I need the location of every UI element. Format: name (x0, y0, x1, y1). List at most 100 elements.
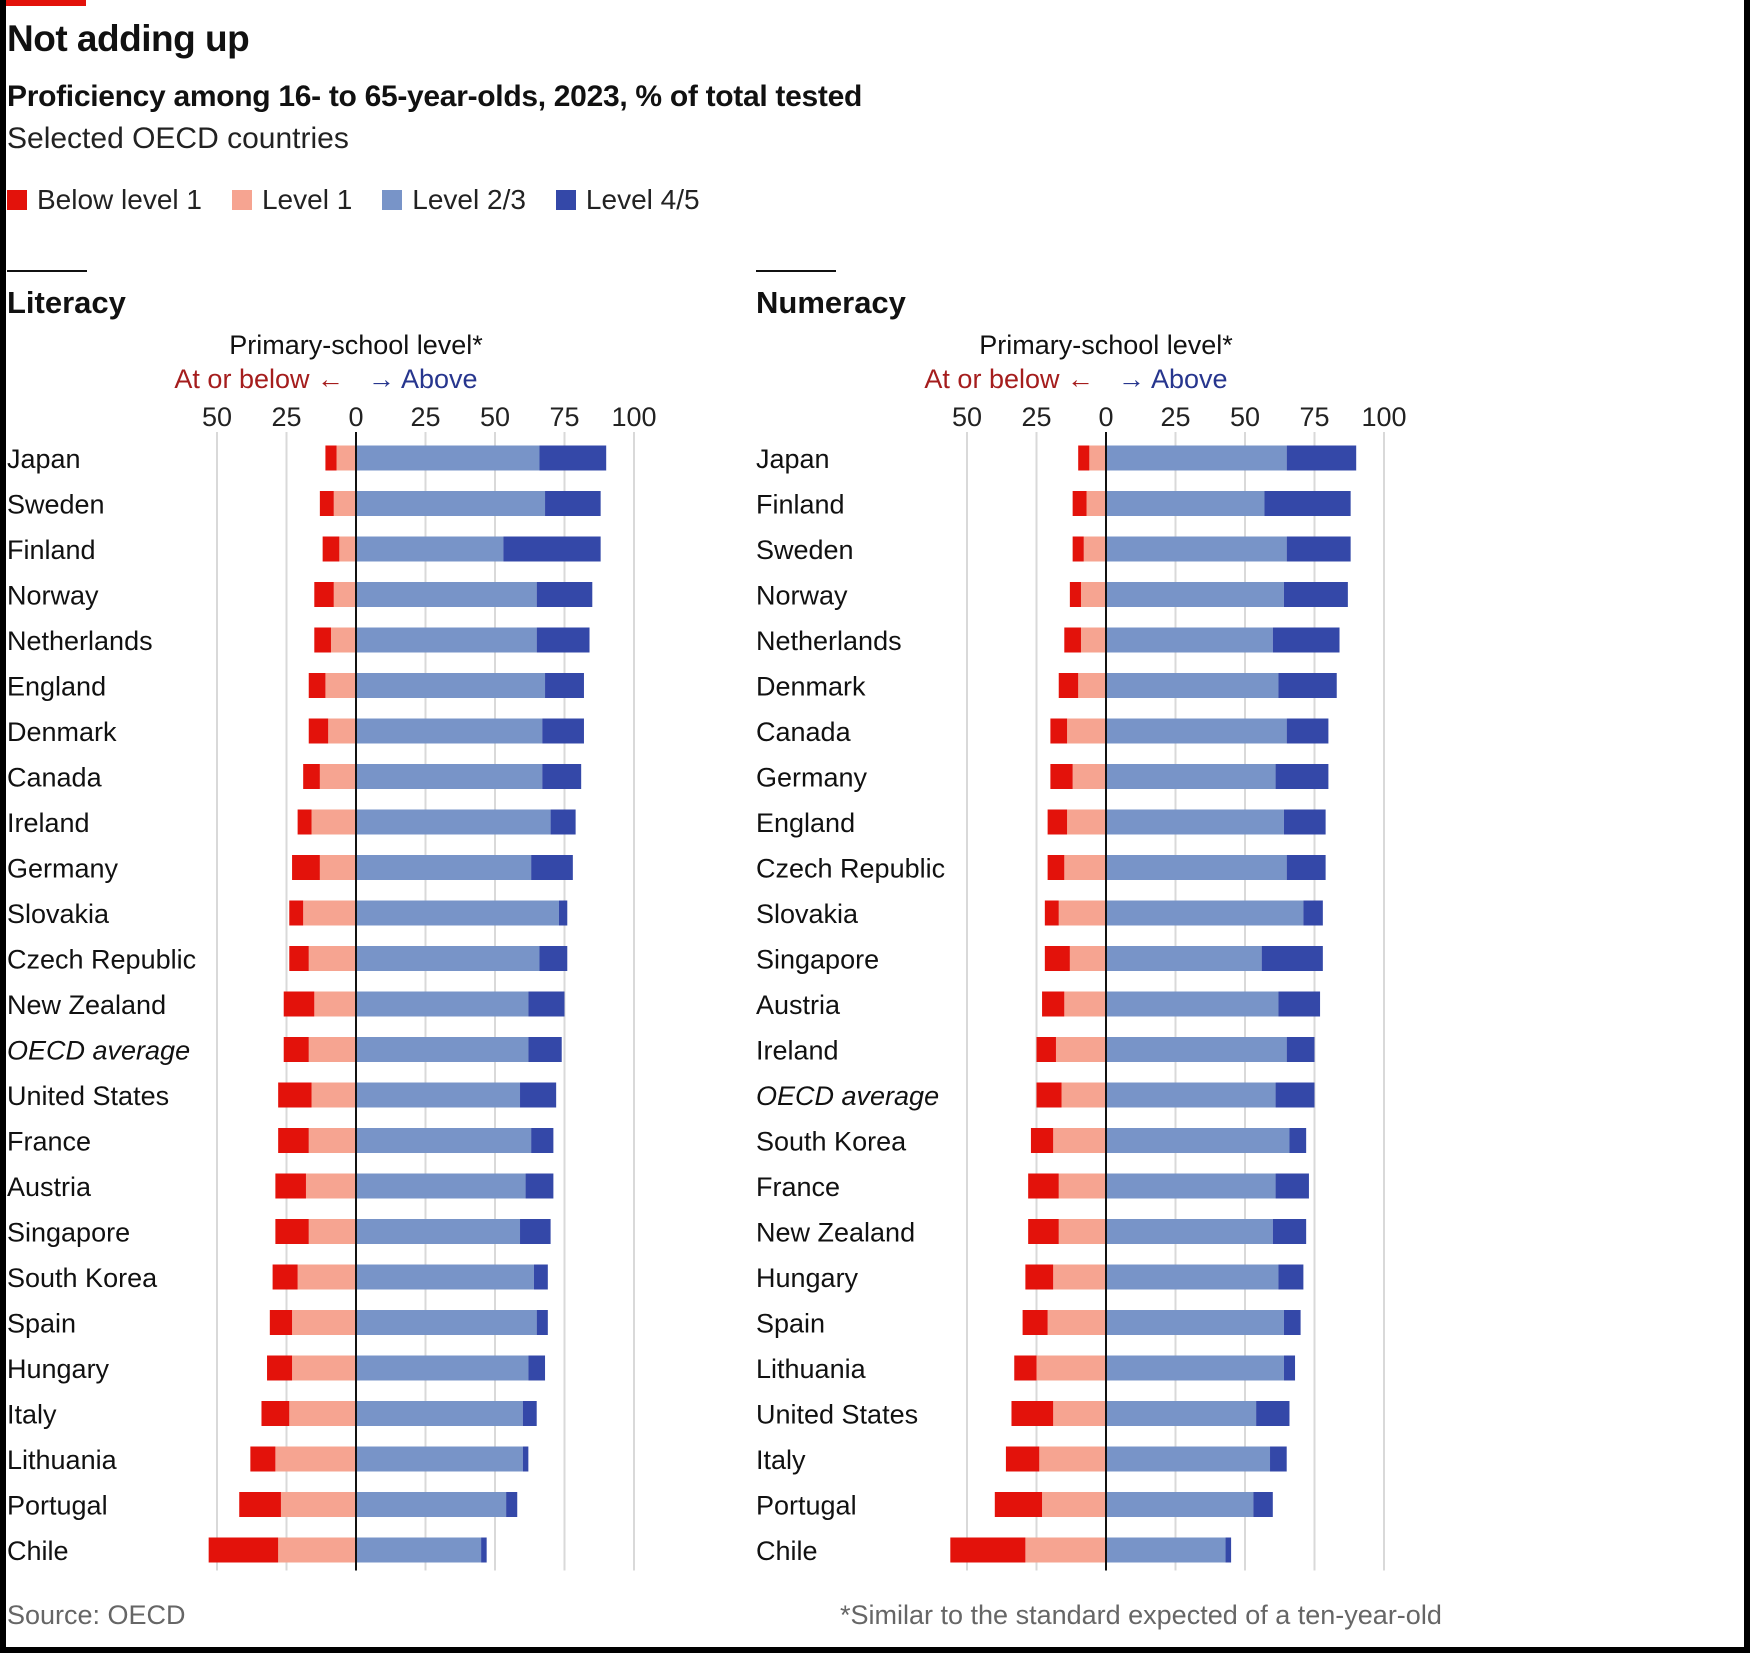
literacy-category-label: France (7, 1127, 91, 1157)
numeracy-bar-level-1 (1058, 1219, 1106, 1244)
numeracy-category-label: South Korea (756, 1127, 907, 1157)
numeracy-bar-level-1 (1055, 1037, 1106, 1062)
numeracy-bar-level-4-5 (1286, 1037, 1315, 1062)
literacy-tick-label: 25 (271, 402, 301, 432)
numeracy-bar-below-level-1 (1058, 673, 1079, 698)
literacy-bar-level-2-3 (356, 491, 546, 516)
literacy-category-label: Denmark (7, 717, 117, 747)
literacy-bar-below-level-1 (239, 1492, 281, 1517)
literacy-bar-level-4-5 (528, 1037, 562, 1062)
literacy-bar-below-level-1 (314, 582, 334, 607)
bottom-border (0, 1647, 1750, 1653)
literacy-bar-level-4-5 (536, 582, 593, 607)
literacy-tick-label: 25 (410, 402, 440, 432)
numeracy-bar-level-2-3 (1106, 1173, 1276, 1199)
numeracy-tick-label: 0 (1098, 402, 1113, 432)
numeracy-bar-level-4-5 (1283, 809, 1326, 835)
numeracy-category-label: Hungary (756, 1263, 859, 1293)
literacy-bar-below-level-1 (319, 491, 334, 516)
numeracy-title-rule (756, 270, 836, 272)
literacy-category-label: Ireland (7, 808, 90, 838)
numeracy-bar-level-1 (1069, 946, 1106, 971)
literacy-category-label: Austria (7, 1172, 92, 1202)
numeracy-category-label: New Zealand (756, 1218, 915, 1248)
literacy-bar-level-4-5 (550, 809, 576, 835)
literacy-bar-level-1 (325, 673, 356, 698)
numeracy-bar-level-1 (1061, 1082, 1106, 1108)
numeracy-bar-level-2-3 (1106, 1310, 1284, 1335)
numeracy-bar-below-level-1 (1022, 1310, 1048, 1335)
numeracy-bar-level-2-3 (1106, 445, 1287, 471)
numeracy-tick-label: 100 (1361, 402, 1406, 432)
literacy-bar-level-2-3 (356, 1128, 532, 1153)
numeracy-category-label: Germany (756, 763, 868, 793)
literacy-bar-level-4-5 (536, 627, 590, 653)
legend-label: Level 2/3 (412, 184, 526, 215)
numeracy-category-label: France (756, 1172, 840, 1202)
source-note: Source: OECD (7, 1600, 186, 1630)
numeracy-bar-level-2-3 (1106, 491, 1265, 516)
literacy-bar-level-2-3 (356, 718, 543, 744)
numeracy-category-label: United States (756, 1400, 918, 1430)
numeracy-axis-title: Primary-school level* (979, 330, 1233, 360)
numeracy-category-label: England (756, 808, 855, 838)
numeracy-category-label: Austria (756, 990, 841, 1020)
numeracy-category-label: Finland (756, 490, 845, 520)
literacy-category-label: Chile (7, 1536, 69, 1566)
numeracy-above-label: → Above (1118, 364, 1228, 394)
literacy-bar-level-2-3 (356, 1537, 482, 1563)
numeracy-bar-level-2-3 (1106, 991, 1279, 1017)
numeracy-category-label: Lithuania (756, 1354, 867, 1384)
literacy-bar-level-2-3 (356, 1355, 529, 1381)
literacy-bar-level-2-3 (356, 1037, 529, 1062)
numeracy-bar-below-level-1 (1072, 491, 1087, 516)
numeracy-category-label: Chile (756, 1536, 818, 1566)
literacy-tick-label: 100 (611, 402, 656, 432)
literacy-axis-title: Primary-school level* (229, 330, 483, 360)
numeracy-bar-below-level-1 (1072, 536, 1084, 562)
numeracy-bar-level-4-5 (1256, 1401, 1290, 1426)
literacy-bar-level-1 (314, 991, 356, 1017)
literacy-bar-level-2-3 (356, 445, 540, 471)
numeracy-tick-label: 25 (1160, 402, 1190, 432)
literacy-bar-below-level-1 (278, 1082, 312, 1108)
literacy-bar-level-1 (308, 1219, 356, 1244)
numeracy-bar-below-level-1 (1036, 1037, 1056, 1062)
numeracy-bar-level-4-5 (1286, 855, 1326, 880)
numeracy-bar-level-2-3 (1106, 809, 1284, 835)
literacy-category-label: South Korea (7, 1263, 158, 1293)
literacy-bar-level-2-3 (356, 764, 543, 789)
numeracy-bar-below-level-1 (1005, 1446, 1040, 1472)
numeracy-category-label: Czech Republic (756, 854, 945, 884)
literacy-category-label: New Zealand (7, 990, 166, 1020)
numeracy-bar-level-2-3 (1106, 900, 1304, 926)
numeracy-category-label: Sweden (756, 535, 854, 565)
literacy-bar-level-2-3 (356, 855, 532, 880)
literacy-bar-level-4-5 (528, 991, 565, 1017)
numeracy-category-label: Slovakia (756, 899, 859, 929)
numeracy-below-label: At or below ← (924, 364, 1094, 394)
literacy-bar-level-4-5 (533, 1264, 548, 1290)
literacy-bar-level-4-5 (545, 491, 601, 516)
numeracy-bar-level-4-5 (1289, 1128, 1307, 1153)
numeracy-category-label: Ireland (756, 1036, 839, 1066)
numeracy-bar-level-1 (1064, 855, 1106, 880)
numeracy-bar-level-2-3 (1106, 718, 1287, 744)
numeracy-tick-label: 50 (952, 402, 982, 432)
chart-subtitle: Proficiency among 16- to 65-year-olds, 2… (7, 80, 862, 113)
numeracy-bar-level-4-5 (1286, 445, 1357, 471)
numeracy-bar-below-level-1 (1047, 809, 1068, 835)
numeracy-bar-level-1 (1042, 1492, 1106, 1517)
literacy-bar-level-4-5 (558, 900, 568, 926)
numeracy-tick-label: 75 (1299, 402, 1329, 432)
numeracy-bar-level-4-5 (1278, 991, 1321, 1017)
literacy-bar-below-level-1 (283, 1037, 309, 1062)
numeracy-bar-below-level-1 (1036, 1082, 1062, 1108)
numeracy-bar-level-2-3 (1106, 764, 1276, 789)
legend-swatch (555, 190, 576, 210)
literacy-bar-level-2-3 (356, 1401, 523, 1426)
numeracy-category-label: Denmark (756, 672, 866, 702)
literacy-bar-level-4-5 (539, 445, 607, 471)
literacy-panel-title: Literacy (7, 285, 127, 320)
literacy-bar-level-1 (308, 1037, 356, 1062)
